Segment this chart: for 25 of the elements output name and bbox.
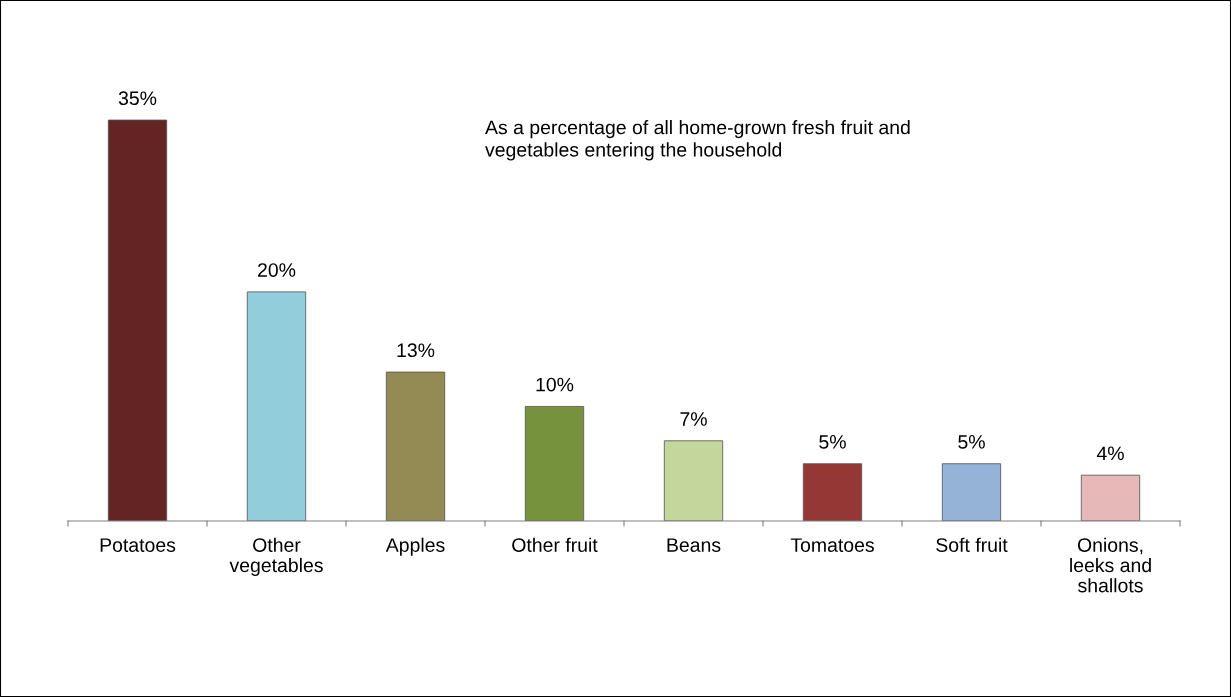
data-label: 5% (958, 435, 985, 449)
bar (246, 291, 307, 521)
x-tick-label: Potatoes (100, 538, 176, 552)
bar (107, 119, 168, 521)
annotation: As a percentage of all home-grown fresh fruit and vegetables entering the household (485, 120, 910, 161)
data-label: 13% (397, 343, 435, 358)
bar (385, 371, 446, 521)
x-tick-label: Beans (667, 538, 721, 552)
x-tick-label: Apples (385, 537, 445, 556)
x-tick-label: Other vegetables (229, 537, 323, 577)
data-label: 10% (536, 377, 574, 392)
data-label: 7% (680, 412, 707, 426)
bar (802, 463, 863, 521)
x-tick-label: Tomatoes (790, 538, 874, 552)
bar (663, 440, 724, 521)
x-tick-label: Other fruit (512, 537, 598, 552)
data-label: 5% (819, 435, 846, 449)
data-label: 4% (1096, 446, 1124, 461)
bar (524, 406, 585, 521)
data-label: 20% (258, 263, 296, 277)
data-label: 35% (118, 91, 157, 106)
x-tick-label: Soft fruit (936, 537, 1008, 552)
bar (1080, 474, 1141, 521)
bar (941, 463, 1002, 521)
x-tick-label: Onions, leeks and shallots (1070, 537, 1151, 593)
